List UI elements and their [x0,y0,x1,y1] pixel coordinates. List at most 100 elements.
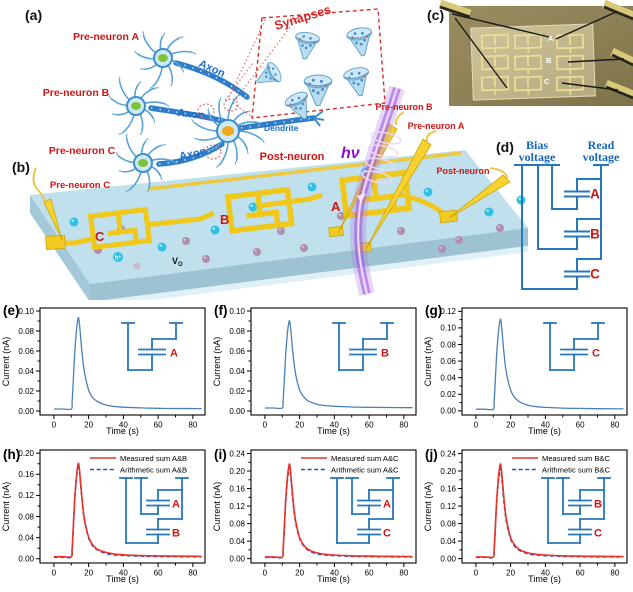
synapse-cone [256,62,282,84]
x-axis-label: Time (s) [528,574,561,584]
y-axis-label: Current (nA) [212,337,222,387]
nucleus [158,53,168,63]
data-curve [475,318,624,411]
legend-label: Measured sum A&B [120,454,187,463]
vacancy-ion [496,224,504,232]
x-tick-label: 60 [576,421,585,430]
y-tick-label: 0.06 [440,357,456,366]
y-tick-label: 0.08 [229,519,245,528]
photon-label: hν [341,145,360,162]
y-axis-label: Current (nA) [1,337,11,387]
x-tick-label: 0 [52,569,57,578]
y-tick-label: 0.08 [18,327,34,336]
hole-ion [210,225,220,235]
vacancy-sphere [133,262,141,270]
y-tick-label: 0.04 [229,367,245,376]
plot-frame [461,307,628,416]
y-tick-label: 0.00 [440,407,456,416]
hole-label: h⁺ [115,255,122,262]
synapse-cone [284,91,309,120]
y-tick-label: 0.00 [18,407,34,416]
photo-probe-needles [451,11,625,91]
vacancy-ion [202,255,210,263]
hole-ion [69,217,79,227]
panel-c-letter: (c) [427,7,444,23]
photo-electrode [513,54,543,75]
x-tick-label: 80 [610,421,619,430]
x-tick-label: 0 [263,421,268,430]
x-tick-label: 20 [506,421,515,430]
synapse-cone [346,27,373,57]
x-tick-label: 60 [365,421,374,430]
hole-ion [516,195,526,205]
photo-electrode [555,33,585,54]
capacitor-label: C [590,267,600,282]
nucleus [138,158,148,168]
plot-panel-g: 0 20 40 60 80 0.00 0.02 0.04 0.06 0.08 0.10 0.12 Cur… [422,288,633,437]
hole-ion [157,242,167,252]
axons [148,60,317,167]
y-tick-label: 0.04 [18,533,34,542]
plot-frame [250,307,417,416]
panel-d-letter: (d) [496,139,514,155]
photo-label-b: B [546,56,552,65]
vacancy-ion [337,212,345,220]
nucleus [131,101,141,111]
x-tick-label: 40 [330,421,339,430]
y-tick-label: 0.00 [18,555,34,564]
x-axis-label: Time (s) [106,426,139,436]
y-tick-label: 0.20 [440,467,456,476]
x-tick-label: 40 [119,569,128,578]
capacitor-label: B [172,528,180,540]
photo-label-c: C [544,77,550,86]
contact-pads [45,209,459,254]
electrode-label-c: C [95,229,105,244]
photo-electrode [555,75,585,96]
interdigitated-electrode [339,169,413,219]
x-tick-label: 40 [330,569,339,578]
y-tick-label: 0.12 [229,502,245,511]
x-tick-label: 60 [365,569,374,578]
capacitor-label: A [383,499,391,511]
hole-ion [307,182,317,192]
synapses-inset-box [251,8,386,119]
interdigitated-electrodes [87,169,413,251]
panel-letter: (f) [214,303,228,318]
vacancy-ion [94,246,102,254]
hole-ion [248,202,258,212]
panel-a-letter: (a) [25,7,42,23]
x-tick-label: 0 [52,421,57,430]
vacancy-ion [277,227,285,235]
y-tick-label: 0.04 [440,373,456,382]
panel-letter: (j) [425,447,438,462]
pre-neuron-body [108,76,170,136]
pre-neuron-b-label: Pre-neuron B [43,87,110,99]
x-tick-label: 0 [263,569,268,578]
probe-wire-prea [425,130,437,143]
plot-panel-h: 0 20 40 60 80 0.00 0.04 0.08 0.12 0.16 0.20 Current… [0,437,211,592]
axon-highlights [150,62,315,165]
data-curve [264,463,413,559]
light-beam [350,85,405,296]
panel-letter: (g) [425,303,442,318]
axon-b-label: Axon [177,107,206,122]
legend-label: Arithmetic sum B&C [542,465,610,474]
panel-c-photo: A B C (c) [427,0,633,106]
synapse-cone [303,74,333,107]
photo-electrode [480,33,510,54]
probe-wire-preb [395,111,405,126]
slab-top-face [30,150,528,284]
y-tick-label: 0.16 [229,484,245,493]
panel-b-letter: (b) [12,159,30,175]
inset-circuit: BC [541,477,611,544]
y-tick-label: 0.10 [18,307,34,316]
pre-neuron-c-label: Pre-neuron C [49,145,116,157]
probe-needle-post [448,174,511,219]
plot-frame [39,449,206,564]
x-tick-label: 60 [576,569,585,578]
vacancy-ion [253,248,261,256]
x-tick-label: 0 [474,421,479,430]
panel-a-neurons: (a) Axon Axon Axon [25,2,386,193]
y-tick-label: 0.02 [229,387,245,396]
photo-electrode [480,75,510,96]
